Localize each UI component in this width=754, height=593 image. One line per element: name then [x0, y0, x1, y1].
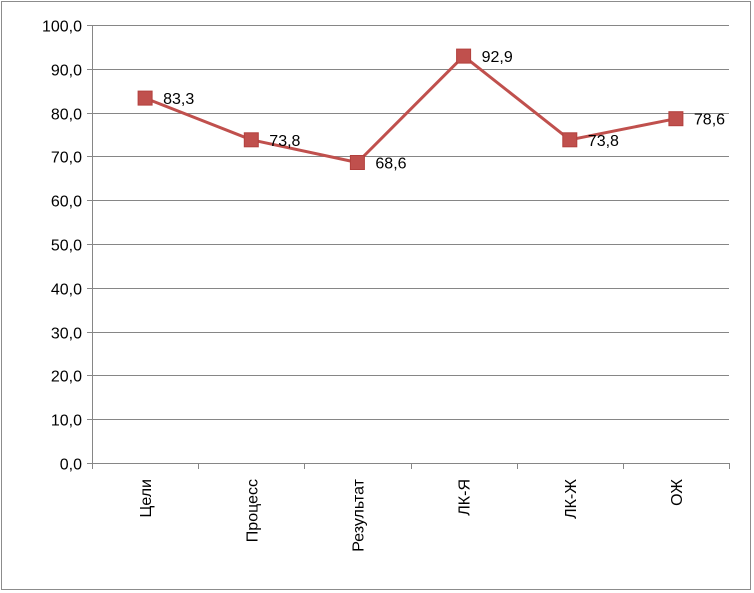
- x-tick-label-4: ЛК-Ж: [563, 479, 580, 519]
- data-point-0: [137, 90, 153, 106]
- y-tick-label-2: 20,0: [51, 369, 82, 386]
- y-tick-labels: 0,0 10,0 20,0 30,0 40,0 50,0 60,0 70,0 80,0 90,0 1…: [42, 19, 82, 474]
- x-tick-label-2: Результат: [350, 478, 367, 551]
- x-tick-label-0: Цели: [138, 479, 155, 517]
- series: [137, 48, 684, 170]
- data-label-3: 92,9: [482, 49, 513, 66]
- y-tick-label-1: 10,0: [51, 413, 82, 430]
- y-tick-label-0: 0,0: [60, 457, 82, 474]
- series-line-0: [144, 54, 677, 164]
- axes: [87, 25, 730, 469]
- x-tick-label-1: Процесс: [244, 479, 261, 542]
- data-label-5: 78,6: [694, 112, 725, 129]
- x-tick-label-3: ЛК-Я: [457, 479, 474, 516]
- gridlines: [92, 25, 729, 420]
- data-labels: 83,3 73,8 68,6 92,9 73,8 78,6: [163, 49, 725, 172]
- x-tick-labels: Цели Процесс Результат ЛК-Я ЛК-Ж ОЖ: [138, 478, 686, 551]
- y-tick-label-8: 80,0: [51, 107, 82, 124]
- y-tick-label-4: 40,0: [51, 282, 82, 299]
- data-point-2: [349, 155, 365, 170]
- y-tick-label-6: 60,0: [51, 194, 82, 211]
- data-point-3: [456, 48, 472, 64]
- data-point-5: [668, 111, 684, 127]
- y-tick-label-10: 100,0: [42, 19, 82, 36]
- data-point-1: [243, 132, 259, 148]
- y-tick-label-9: 90,0: [51, 63, 82, 80]
- data-label-0: 83,3: [163, 91, 194, 108]
- y-tick-label-7: 70,0: [51, 150, 82, 167]
- y-tick-label-5: 50,0: [51, 238, 82, 255]
- y-tick-label-3: 30,0: [51, 326, 82, 343]
- data-label-4: 73,8: [588, 133, 619, 150]
- data-point-4: [562, 132, 578, 148]
- x-tick-label-5: ОЖ: [669, 479, 686, 506]
- data-label-1: 73,8: [269, 133, 300, 150]
- data-label-2: 68,6: [375, 156, 406, 173]
